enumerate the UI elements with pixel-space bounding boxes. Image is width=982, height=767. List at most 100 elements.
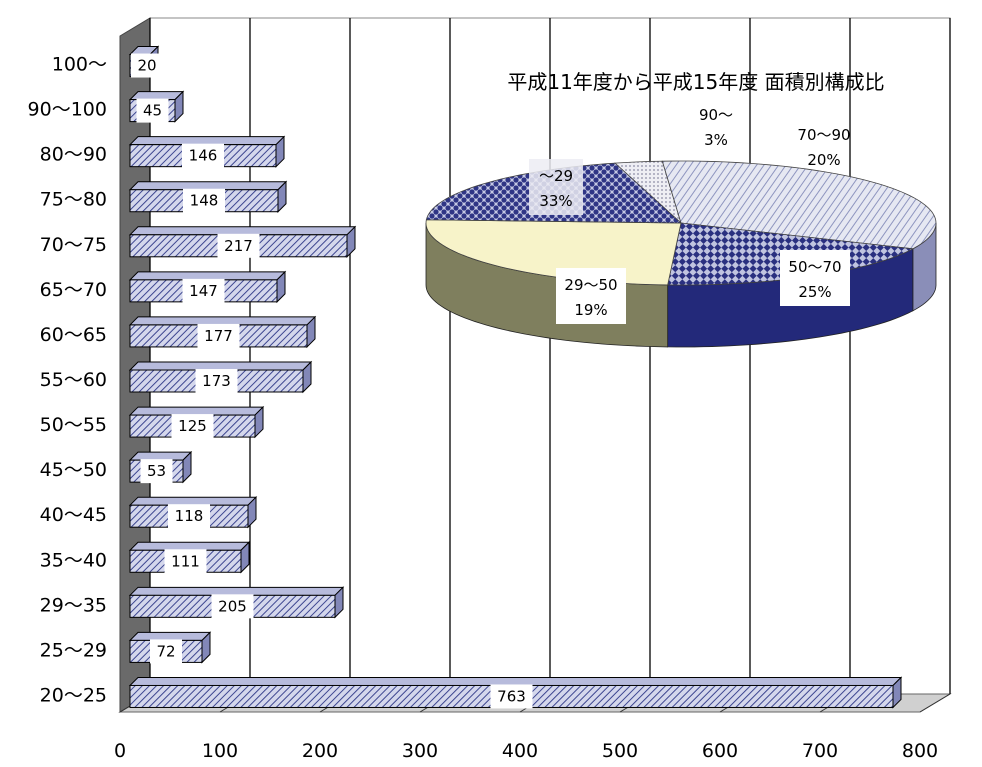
bar-top xyxy=(128,541,251,551)
bar-top xyxy=(128,361,313,371)
bar-top xyxy=(128,316,317,326)
bar-top xyxy=(128,586,345,596)
category-label: 80～90 xyxy=(40,144,107,166)
category-label: 29～35 xyxy=(40,594,107,616)
bar xyxy=(128,586,345,619)
value-label-text: 205 xyxy=(218,597,247,615)
bar-value-label: 53 xyxy=(140,459,173,484)
value-label-text: 146 xyxy=(189,147,218,165)
value-label-bg xyxy=(136,98,169,123)
value-label-bg xyxy=(211,594,254,619)
value-label-bg xyxy=(150,639,182,664)
pie-title: 平成11年度から平成15年度 面積別構成比 xyxy=(507,70,884,94)
x-tick-label: 400 xyxy=(502,740,538,762)
pie-label-percent: 25% xyxy=(798,283,831,301)
value-label-text: 217 xyxy=(224,237,253,255)
value-label-text: 20 xyxy=(137,57,156,75)
value-label-bg xyxy=(197,323,240,348)
value-label-text: 72 xyxy=(156,642,175,660)
value-label-text: 53 xyxy=(147,462,166,480)
category-label: 55～60 xyxy=(40,369,107,391)
x-tick-label: 200 xyxy=(302,740,338,762)
pie-label-name: 29～50 xyxy=(564,276,617,294)
bar-top xyxy=(128,136,286,146)
category-label: 60～65 xyxy=(40,324,107,346)
bar-top xyxy=(128,496,258,506)
pie-slice-label: 90～3% xyxy=(699,106,733,149)
value-label-bg xyxy=(195,369,238,393)
bar-value-label: 125 xyxy=(171,414,214,439)
x-tick-label: 300 xyxy=(402,740,438,762)
bar-value-label: 205 xyxy=(211,594,254,619)
value-label-bg xyxy=(131,53,163,78)
category-label: 40～45 xyxy=(40,504,107,526)
bar-top xyxy=(128,181,288,191)
value-label-bg xyxy=(183,188,225,213)
value-label-text: 111 xyxy=(171,552,200,570)
bar-top xyxy=(128,631,212,641)
bar-top xyxy=(128,676,903,686)
bar-value-label: 72 xyxy=(150,639,182,664)
bar-value-label: 173 xyxy=(195,369,238,393)
pie-label-name: 70～90 xyxy=(797,126,850,144)
bar-value-label: 147 xyxy=(182,278,225,303)
value-label-bg xyxy=(490,684,533,709)
x-tick-label: 800 xyxy=(902,740,938,762)
value-label-bg xyxy=(168,504,210,529)
pie-label-percent: 19% xyxy=(574,301,607,319)
bar-value-label: 763 xyxy=(490,684,533,709)
value-label-bg xyxy=(171,414,214,439)
pie-label-percent: 3% xyxy=(704,131,728,149)
category-label: 65～70 xyxy=(40,279,107,301)
value-label-text: 147 xyxy=(189,282,218,300)
category-label: 70～75 xyxy=(40,234,107,256)
category-label: 100～ xyxy=(52,54,107,76)
pie-label-percent: 20% xyxy=(807,151,840,169)
bar-value-label: 146 xyxy=(182,143,224,168)
pie-slice-label: 29～50 19% xyxy=(556,268,626,324)
bar xyxy=(128,270,287,304)
x-tick-label: 100 xyxy=(202,740,238,762)
category-label: 45～50 xyxy=(40,459,107,481)
pie-slice xyxy=(661,160,937,250)
value-label-text: 45 xyxy=(143,102,162,120)
category-label: 50～55 xyxy=(40,414,107,436)
value-label-text: 173 xyxy=(202,372,231,390)
value-label-text: 148 xyxy=(190,192,219,210)
category-label: 35～40 xyxy=(40,549,107,571)
pie-label-bg xyxy=(780,250,850,306)
bar-value-label: 217 xyxy=(217,233,260,258)
bar-value-label: 20 xyxy=(131,53,163,78)
value-label-text: 118 xyxy=(175,507,204,525)
pie-label-name: 90～ xyxy=(699,106,733,124)
value-label-bg xyxy=(182,278,225,303)
value-label-bg xyxy=(217,233,260,258)
bar-value-label: 111 xyxy=(164,549,207,574)
bar-value-label: 177 xyxy=(197,323,240,348)
category-label: 75～80 xyxy=(40,189,107,211)
x-tick-label: 0 xyxy=(114,740,126,762)
bar-top xyxy=(128,91,185,101)
value-label-text: 125 xyxy=(178,417,207,435)
x-tick-label: 700 xyxy=(802,740,838,762)
pie-label-name: 50～70 xyxy=(788,258,841,276)
bar-value-label: 148 xyxy=(183,188,225,213)
bar-top xyxy=(128,406,265,416)
x-tick-label: 600 xyxy=(702,740,738,762)
pie-label-bg xyxy=(529,159,583,215)
x-tick-label: 500 xyxy=(602,740,638,762)
pie-slice-label: 70～90 20% xyxy=(797,126,850,169)
pie-label-percent: 33% xyxy=(539,192,572,210)
bar-value-label: 45 xyxy=(136,98,169,123)
bar-value-label: 118 xyxy=(168,504,210,529)
bar-top xyxy=(128,271,287,281)
value-label-text: 763 xyxy=(497,687,526,705)
category-label: 20～25 xyxy=(40,684,107,706)
bar-top xyxy=(128,226,357,236)
category-label: 90～100 xyxy=(28,99,107,121)
value-label-text: 177 xyxy=(204,327,233,345)
value-label-bg xyxy=(140,459,173,484)
